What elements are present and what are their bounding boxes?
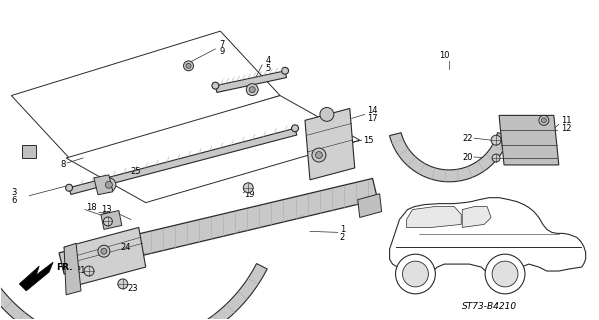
Circle shape xyxy=(84,266,94,276)
Text: 10: 10 xyxy=(439,52,450,60)
Text: 3: 3 xyxy=(11,188,17,197)
Text: 20: 20 xyxy=(462,153,473,162)
Text: 17: 17 xyxy=(367,114,377,123)
Circle shape xyxy=(65,184,72,191)
Text: FR.: FR. xyxy=(56,263,72,272)
Circle shape xyxy=(403,261,428,287)
Circle shape xyxy=(104,217,113,226)
Text: 1: 1 xyxy=(340,225,345,234)
Circle shape xyxy=(249,87,255,92)
Circle shape xyxy=(491,135,501,145)
Polygon shape xyxy=(66,96,360,203)
Polygon shape xyxy=(64,228,146,287)
Text: 7: 7 xyxy=(219,39,225,49)
Circle shape xyxy=(485,254,525,294)
Circle shape xyxy=(492,154,500,162)
Circle shape xyxy=(541,118,546,123)
Circle shape xyxy=(282,67,289,74)
Text: 8: 8 xyxy=(60,160,66,170)
Polygon shape xyxy=(407,207,461,228)
Circle shape xyxy=(312,148,326,162)
Polygon shape xyxy=(94,175,113,195)
Text: 21: 21 xyxy=(75,266,86,275)
Polygon shape xyxy=(389,198,586,277)
Text: 4: 4 xyxy=(265,56,270,65)
Text: 15: 15 xyxy=(363,136,373,145)
Text: 14: 14 xyxy=(367,106,377,115)
Circle shape xyxy=(316,152,322,158)
Circle shape xyxy=(539,116,549,125)
Circle shape xyxy=(118,279,128,289)
Polygon shape xyxy=(358,194,382,218)
Text: 18: 18 xyxy=(86,203,96,212)
Circle shape xyxy=(246,84,258,96)
Text: 11: 11 xyxy=(561,116,571,125)
Polygon shape xyxy=(64,243,81,295)
Text: 2: 2 xyxy=(340,233,345,242)
Circle shape xyxy=(186,63,191,68)
Polygon shape xyxy=(389,133,509,182)
Polygon shape xyxy=(499,116,559,165)
Text: 19: 19 xyxy=(244,190,255,199)
Circle shape xyxy=(105,181,113,188)
Polygon shape xyxy=(462,207,491,228)
Polygon shape xyxy=(11,31,280,160)
Circle shape xyxy=(320,108,334,121)
Text: 16: 16 xyxy=(101,213,111,222)
Polygon shape xyxy=(19,262,53,291)
Polygon shape xyxy=(305,108,355,180)
Text: 24: 24 xyxy=(121,243,131,252)
Text: 25: 25 xyxy=(131,167,141,176)
Polygon shape xyxy=(22,145,36,158)
Text: 22: 22 xyxy=(462,134,473,143)
Circle shape xyxy=(212,82,219,89)
Polygon shape xyxy=(216,71,286,92)
Text: 12: 12 xyxy=(561,124,571,133)
Polygon shape xyxy=(101,211,122,229)
Circle shape xyxy=(243,183,253,193)
Text: 23: 23 xyxy=(128,284,138,293)
Polygon shape xyxy=(69,128,297,195)
Circle shape xyxy=(183,61,193,71)
Text: 6: 6 xyxy=(11,196,17,205)
Polygon shape xyxy=(59,179,377,274)
Polygon shape xyxy=(0,264,267,320)
Text: 5: 5 xyxy=(265,64,270,73)
Circle shape xyxy=(395,254,435,294)
Circle shape xyxy=(101,248,107,254)
Circle shape xyxy=(102,178,116,192)
Circle shape xyxy=(98,245,110,257)
Circle shape xyxy=(292,125,298,132)
Text: 9: 9 xyxy=(219,47,225,56)
Text: ST73-B4210: ST73-B4210 xyxy=(462,302,517,311)
Text: 13: 13 xyxy=(101,205,111,214)
Circle shape xyxy=(492,261,518,287)
